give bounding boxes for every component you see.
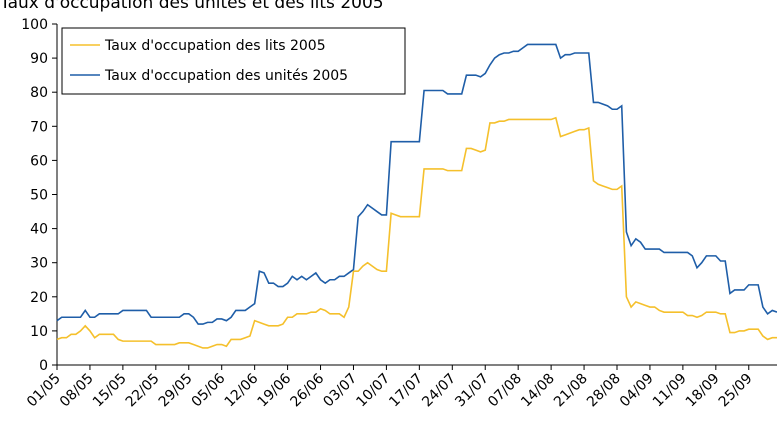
x-tick-label: 10/07 [353,371,393,411]
x-tick-label: 25/09 [716,371,756,411]
x-tick-label: 18/09 [683,371,723,411]
x-tick-label: 21/08 [551,371,591,411]
y-tick-label: 70 [30,119,48,135]
chart-title: Taux d'occupation des unités et des lits… [0,0,384,13]
x-tick-label: 07/08 [485,371,525,411]
y-tick-label: 80 [30,85,48,101]
x-tick-label: 29/05 [156,371,196,411]
x-tick-label: 15/05 [90,371,130,411]
y-tick-label: 0 [39,358,48,374]
x-tick-label: 08/05 [57,371,97,411]
x-tick-label: 31/07 [452,371,492,411]
y-tick-label: 60 [30,153,48,169]
x-tick-label: 05/06 [189,370,229,410]
x-tick-label: 14/08 [518,371,558,411]
x-tick-label: 01/05 [24,371,64,411]
series-line [56,43,777,325]
y-tick-label: 30 [30,256,48,272]
legend-label: Taux d'occupation des lits 2005 [104,38,326,54]
x-tick-label: 11/09 [650,371,690,411]
x-tick-label: 17/07 [386,371,426,411]
x-tick-label: 04/09 [617,371,657,411]
x-tick-label: 12/06 [222,370,262,410]
legend-label: Taux d'occupation des unités 2005 [104,68,348,84]
y-tick-label: 20 [30,290,48,306]
x-tick-label: 26/06 [288,370,328,410]
x-tick-label: 19/06 [255,370,295,410]
series-line [56,116,777,349]
y-tick-label: 10 [30,324,48,340]
y-tick-label: 90 [30,51,48,67]
y-tick-label: 100 [21,17,48,33]
x-tick-label: 22/05 [123,371,163,411]
y-tick-label: 50 [30,188,48,204]
y-tick-label: 40 [30,222,48,238]
legend-box [61,27,406,95]
x-tick-label: 28/08 [584,371,624,411]
x-tick-label: 03/07 [320,371,360,411]
x-tick-label: 24/07 [419,371,459,411]
